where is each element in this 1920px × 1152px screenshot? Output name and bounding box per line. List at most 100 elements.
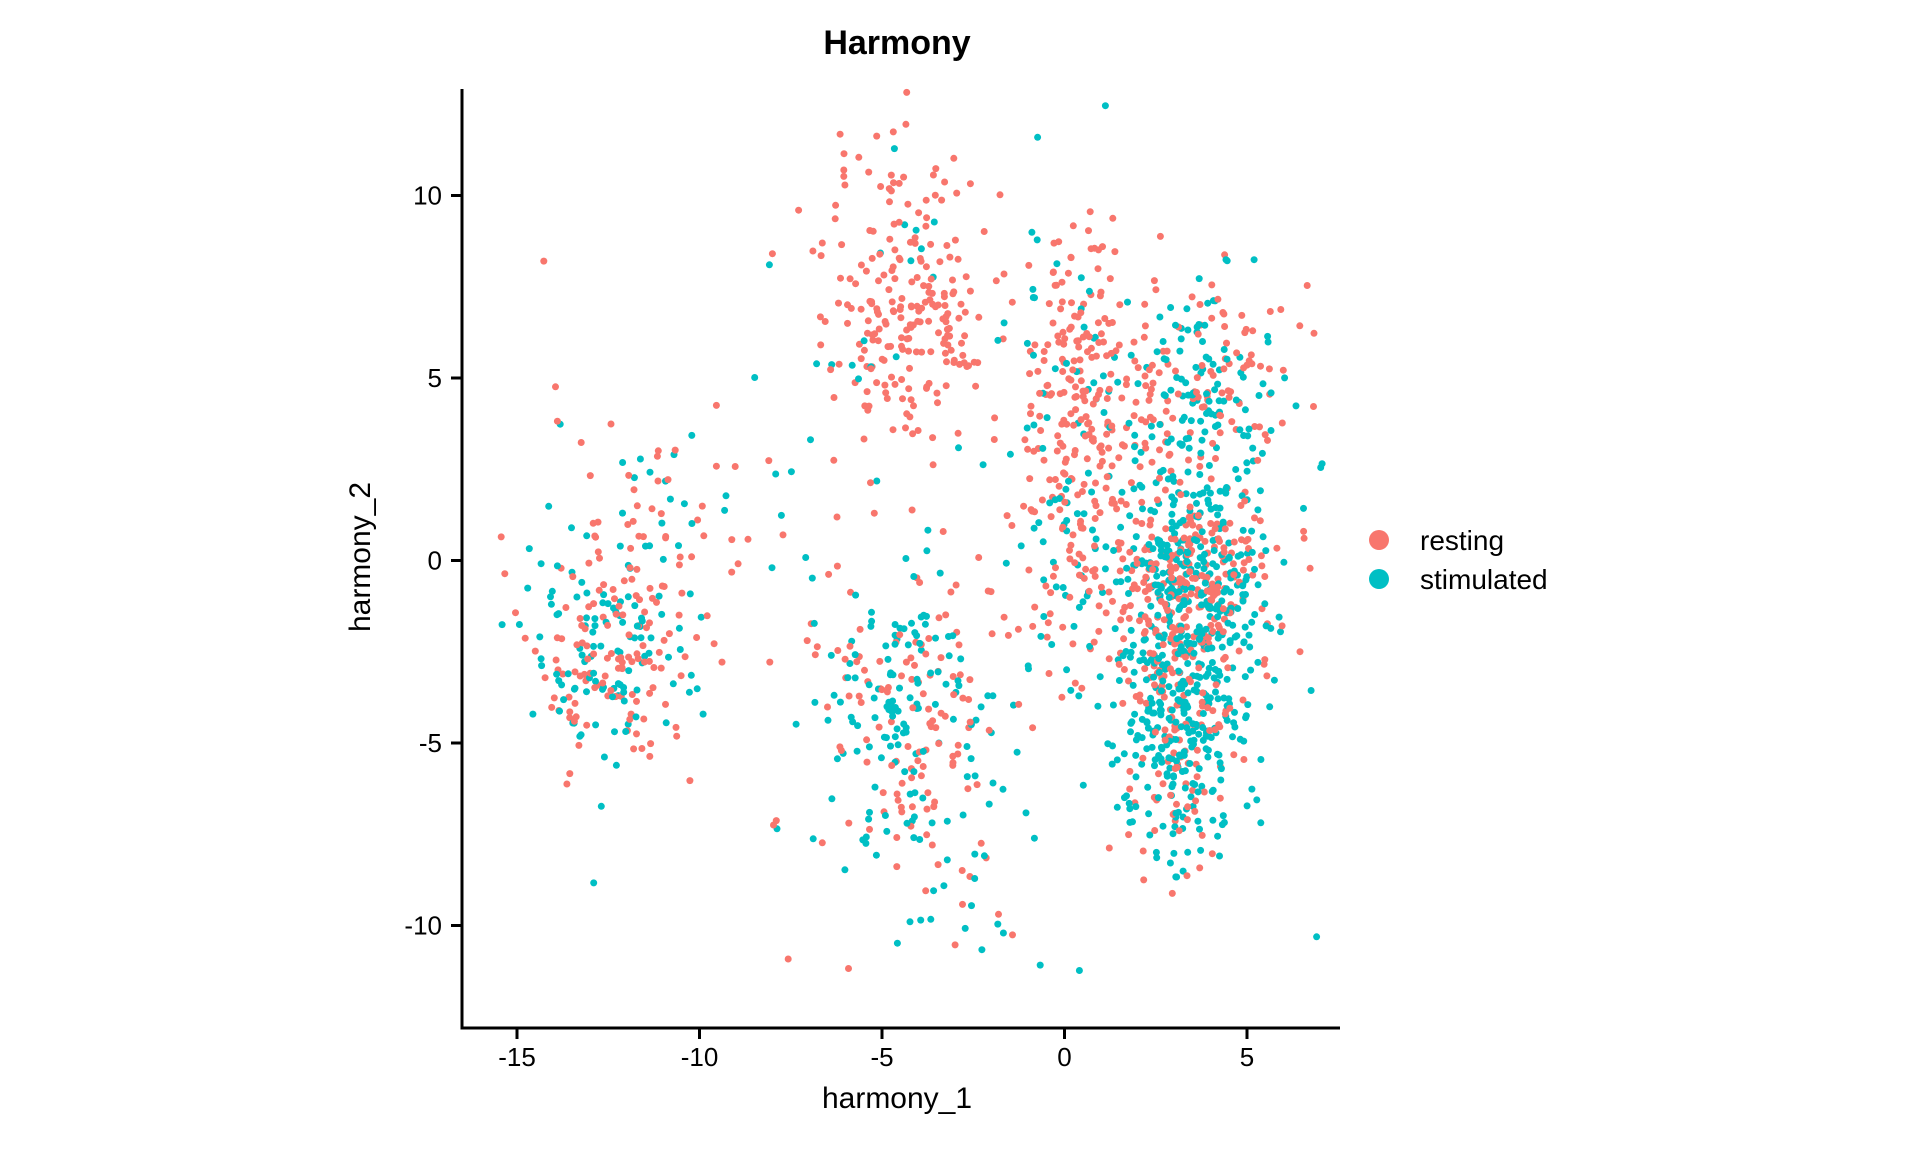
data-point-stimulated [1036,961,1044,969]
data-point-stimulated [1203,410,1210,417]
data-point-resting [1146,390,1154,398]
data-point-resting [1026,370,1034,378]
data-point-resting [1140,629,1148,637]
data-point-resting [633,697,640,705]
data-point-resting [908,278,916,286]
data-point-stimulated [977,703,985,711]
data-point-resting [703,612,711,620]
data-point-resting [649,684,657,692]
data-point-resting [888,298,896,306]
data-point-resting [612,610,620,618]
data-point-stimulated [577,731,585,739]
data-point-stimulated [1126,512,1134,520]
data-point-resting [939,528,947,535]
data-point-stimulated [1039,538,1047,546]
data-point-resting [1072,383,1079,391]
data-point-stimulated [1180,413,1188,421]
data-point-stimulated [1127,728,1134,736]
data-point-stimulated [1063,359,1070,367]
data-point-resting [887,171,895,179]
data-point-stimulated [620,697,628,705]
data-point-stimulated [768,564,776,572]
data-point-resting [1054,432,1062,440]
data-point-resting [1029,622,1037,630]
data-point-resting [1261,431,1269,439]
data-point-resting [675,611,683,619]
data-point-resting [906,413,914,421]
data-point-resting [916,318,924,326]
data-point-resting [836,743,844,751]
data-point-resting [647,740,655,748]
data-point-stimulated [963,773,971,781]
data-point-resting [1122,381,1130,389]
data-point-resting [990,436,998,443]
data-point-stimulated [1184,689,1192,697]
data-point-stimulated [1140,636,1148,644]
data-point-resting [1278,622,1286,630]
data-point-resting [734,560,742,568]
data-point-stimulated [1117,578,1125,586]
data-point-resting [911,239,919,247]
data-point-resting [1273,544,1281,552]
data-point-stimulated [1184,391,1192,399]
data-point-stimulated [1197,449,1205,457]
data-point-resting [923,805,931,813]
data-point-stimulated [1162,356,1170,364]
data-point-stimulated [1201,550,1208,558]
data-point-resting [1149,650,1157,658]
data-point-resting [902,424,909,432]
data-point-resting [650,664,658,671]
data-point-stimulated [675,624,683,632]
data-point-stimulated [1225,539,1233,547]
data-point-resting [1097,583,1105,591]
data-point-stimulated [1124,575,1132,583]
data-point-resting [1049,319,1057,327]
data-point-resting [1120,635,1128,643]
data-point-stimulated [1134,380,1142,388]
data-point-resting [863,736,871,744]
data-point-stimulated [1208,644,1216,652]
data-point-resting [1278,419,1286,427]
data-point-stimulated [547,600,555,608]
data-point-resting [541,674,549,682]
data-point-stimulated [1204,746,1212,754]
data-point-resting [1091,542,1098,550]
data-point-resting [1122,501,1130,508]
data-point-resting [977,839,985,847]
data-point-stimulated [1307,687,1315,694]
data-point-resting [1161,726,1169,734]
data-point-stimulated [1179,867,1187,875]
data-point-stimulated [1217,776,1225,784]
data-point-stimulated [1192,721,1200,728]
data-point-resting [648,594,656,602]
data-point-stimulated [910,813,918,821]
data-point-resting [1300,527,1308,535]
data-point-resting [1310,329,1318,337]
data-point-resting [1198,362,1206,369]
data-point-stimulated [1156,421,1164,428]
data-point-resting [1186,429,1194,437]
data-point-stimulated [1189,727,1197,735]
data-point-stimulated [916,836,924,843]
data-point-stimulated [1137,448,1145,456]
data-point-resting [838,241,846,249]
data-point-stimulated [529,710,537,718]
data-point-resting [966,180,974,188]
data-point-resting [1040,456,1048,464]
data-point-resting [896,631,904,639]
data-point-resting [923,831,931,839]
data-point-resting [1067,541,1075,549]
data-point-stimulated [1153,348,1161,356]
data-point-stimulated [1132,736,1140,744]
data-point-resting [1238,536,1245,544]
data-point-stimulated [1157,541,1165,549]
data-point-stimulated [1179,516,1187,524]
x-tick-label: 5 [1240,1042,1254,1072]
data-point-resting [1050,239,1058,247]
data-point-resting [939,315,947,323]
data-point-resting [905,334,913,342]
data-point-resting [975,313,983,321]
data-point-resting [827,366,835,374]
data-point-resting [1058,420,1066,428]
data-point-stimulated [908,619,915,627]
